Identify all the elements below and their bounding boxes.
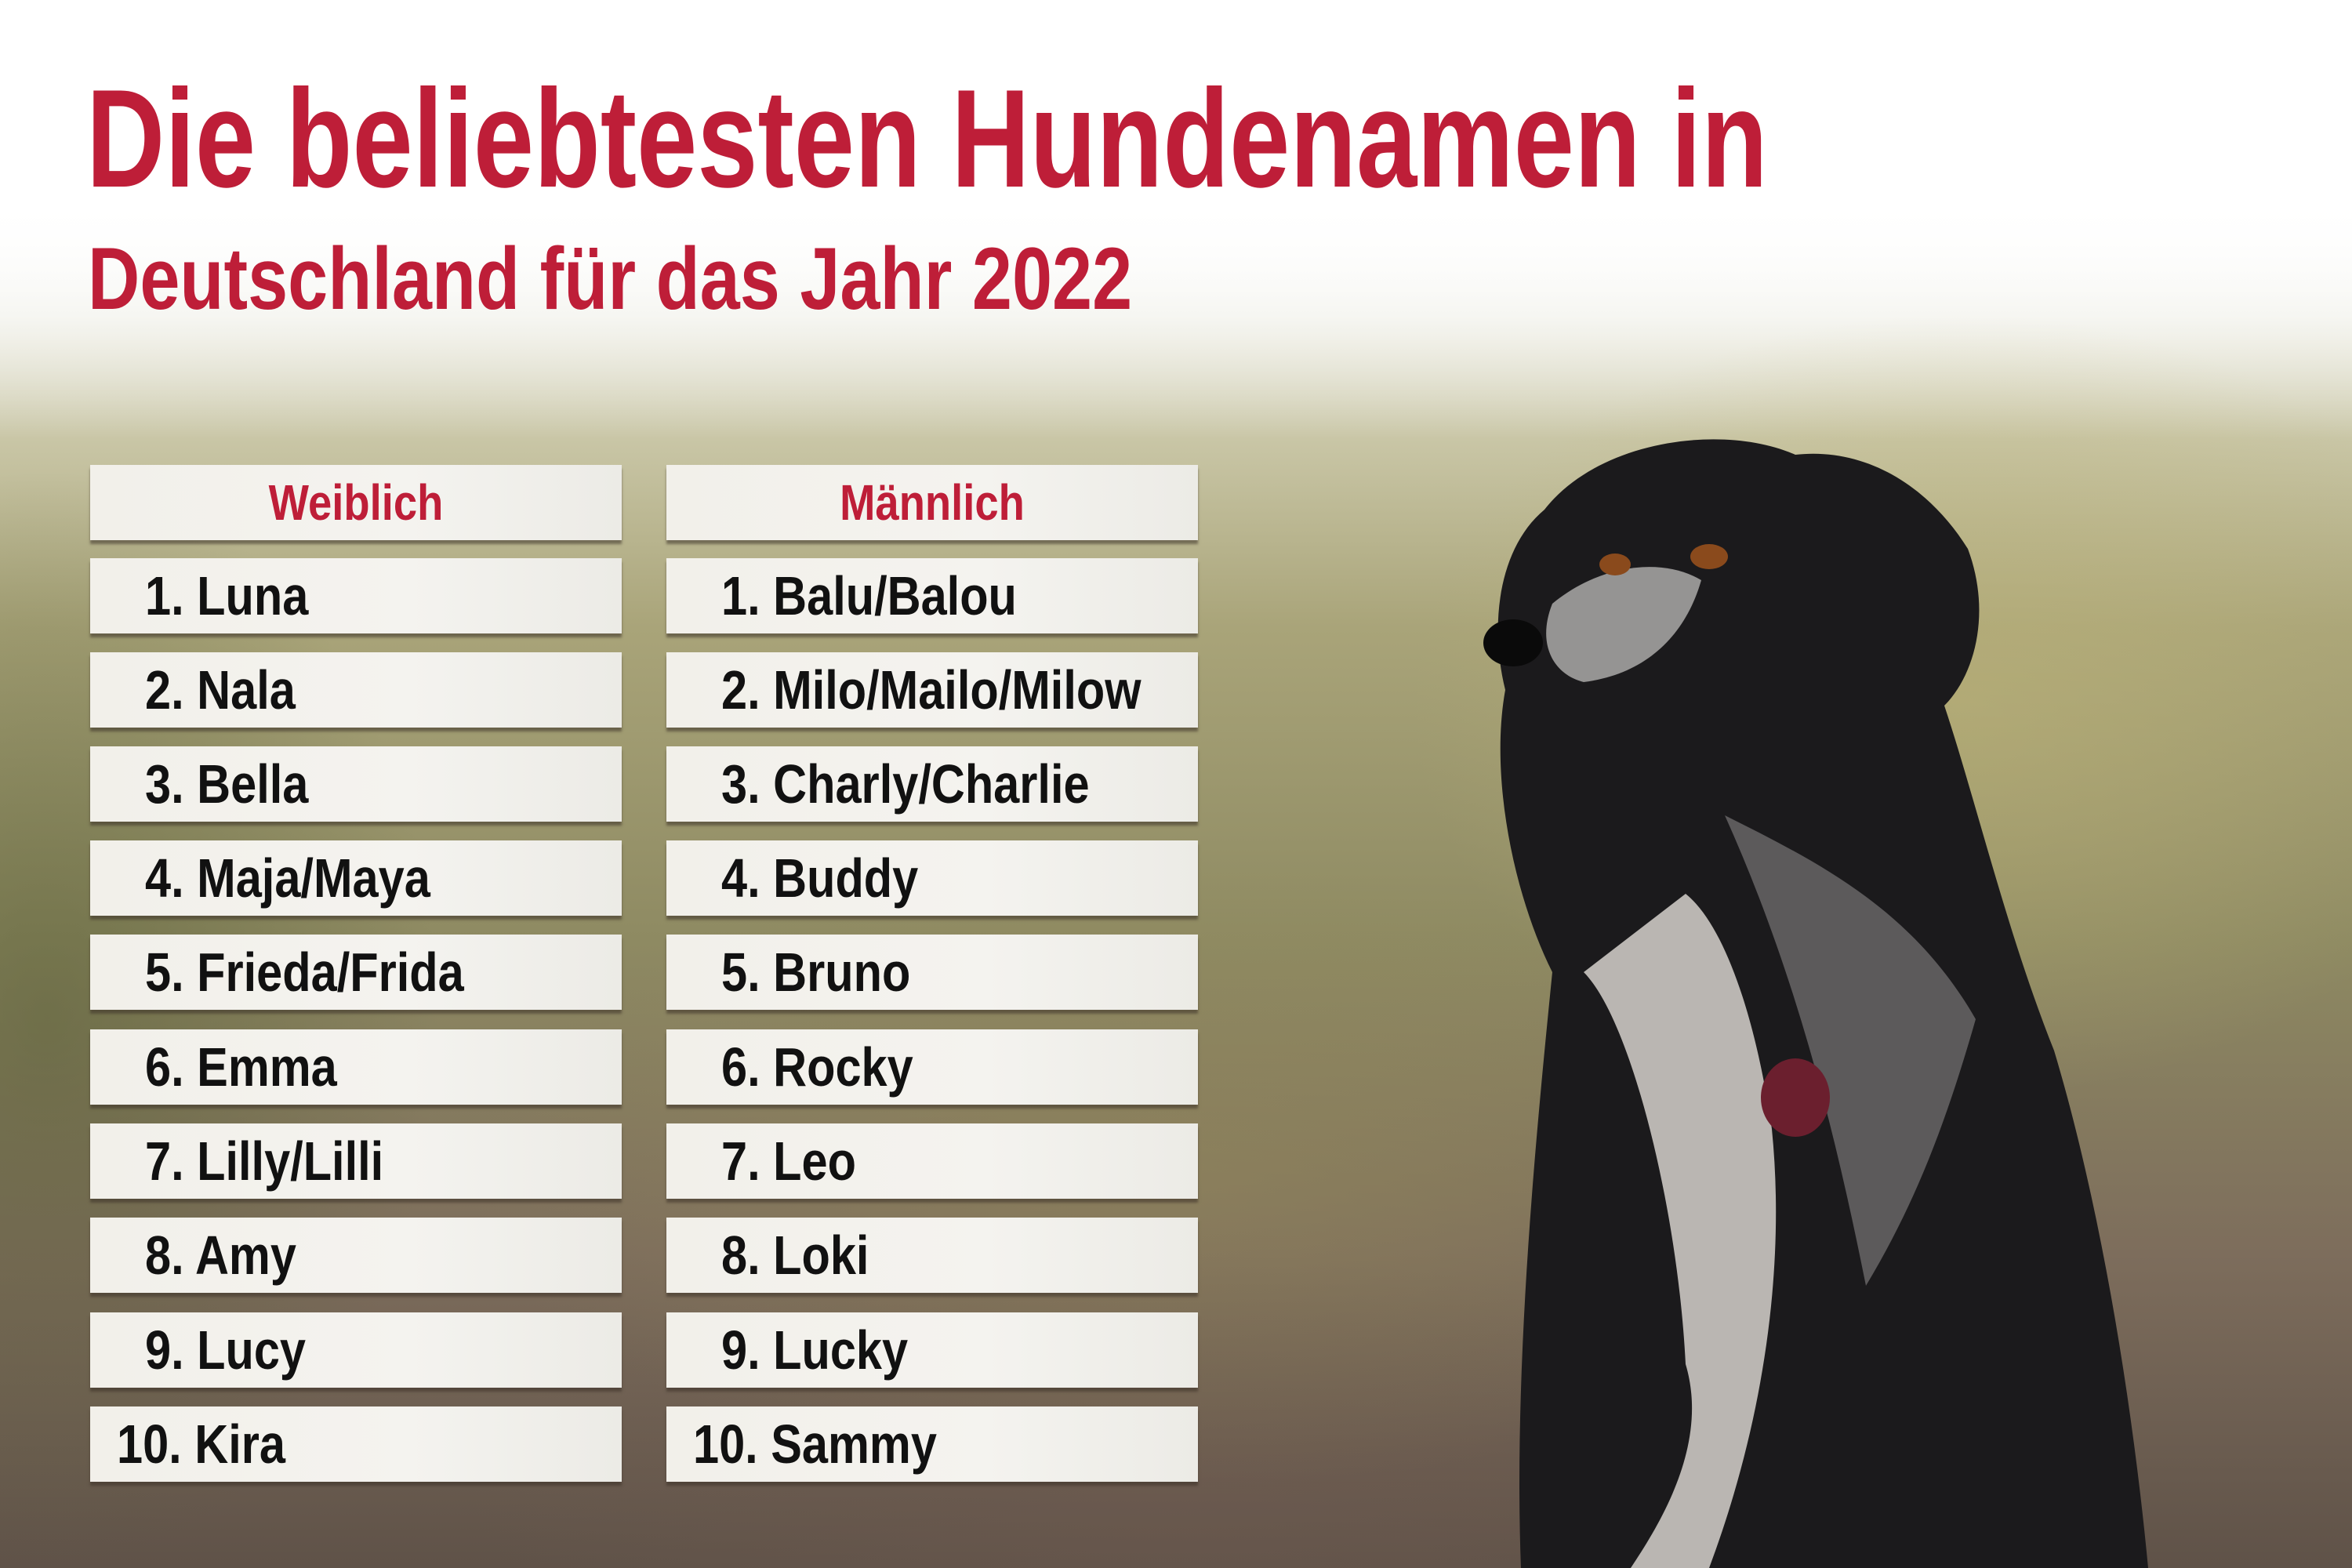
list-item: 5. Bruno: [666, 935, 1198, 1010]
column-header: Weiblich: [90, 465, 622, 540]
name-label: 2. Nala: [145, 659, 296, 720]
name-label: 4. Buddy: [721, 848, 919, 909]
list-item: 5. Frieda/Frida: [90, 935, 622, 1010]
list-item: 9. Lucy: [90, 1312, 622, 1388]
list-item: 3. Bella: [90, 746, 622, 822]
name-label: 9. Lucky: [721, 1319, 909, 1381]
list-item: 1. Balu/Balou: [666, 558, 1198, 633]
name-label: 9. Lucy: [145, 1319, 307, 1381]
column-header: Männlich: [666, 465, 1198, 540]
list-item: 9. Lucky: [666, 1312, 1198, 1388]
name-label: 4. Maja/Maya: [145, 848, 430, 909]
name-label: 3. Bella: [145, 753, 309, 815]
list-item: 4. Buddy: [666, 840, 1198, 916]
list-item: 6. Rocky: [666, 1029, 1198, 1105]
list-item: 3. Charly/Charlie: [666, 746, 1198, 822]
subtitle: Deutschland für das Jahr 2022: [88, 230, 1133, 328]
name-label: 8. Loki: [721, 1225, 869, 1286]
name-label: 2. Milo/Mailo/Milow: [721, 659, 1142, 720]
list-item: 1. Luna: [90, 558, 622, 633]
list-item: 2. Nala: [90, 652, 622, 728]
name-label: 6. Rocky: [721, 1036, 913, 1098]
name-label: 5. Frieda/Frida: [145, 942, 464, 1003]
list-item: 10. Sammy: [666, 1406, 1198, 1482]
name-label: 8. Amy: [145, 1225, 296, 1286]
name-label: 10. Sammy: [693, 1414, 937, 1475]
title: Die beliebtesten Hundenamen in: [86, 60, 1768, 216]
list-item: 4. Maja/Maya: [90, 840, 622, 916]
name-label: 10. Kira: [117, 1414, 285, 1475]
list-item: 8. Loki: [666, 1218, 1198, 1293]
name-label: 7. Lilly/Lilli: [145, 1131, 384, 1192]
name-label: 7. Leo: [721, 1131, 856, 1192]
column-header-label: Männlich: [840, 474, 1025, 531]
name-label: 1. Luna: [145, 565, 309, 626]
column-header-label: Weiblich: [268, 474, 444, 531]
list-item: 8. Amy: [90, 1218, 622, 1293]
list-item: 10. Kira: [90, 1406, 622, 1482]
list-item: 2. Milo/Mailo/Milow: [666, 652, 1198, 728]
list-item: 6. Emma: [90, 1029, 622, 1105]
list-item: 7. Lilly/Lilli: [90, 1123, 622, 1199]
list-item: 7. Leo: [666, 1123, 1198, 1199]
dog-photo: [1483, 439, 2148, 1568]
name-label: 5. Bruno: [721, 942, 911, 1003]
name-label: 6. Emma: [145, 1036, 337, 1098]
name-label: 3. Charly/Charlie: [721, 753, 1090, 815]
name-label: 1. Balu/Balou: [721, 565, 1017, 626]
